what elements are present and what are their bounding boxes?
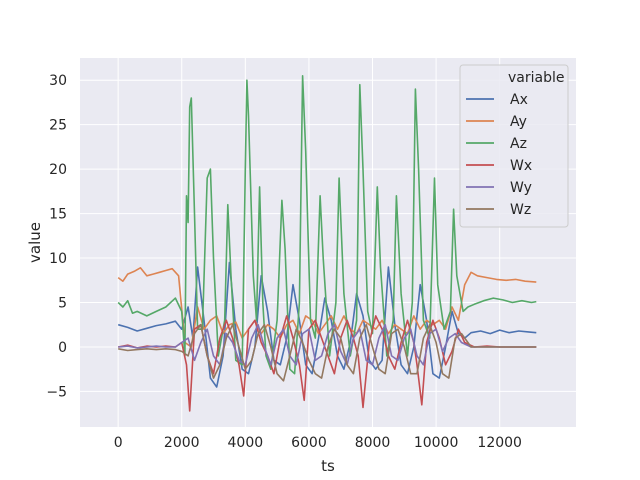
y-tick-label: 10 [49,251,67,267]
legend-label-wy: Wy [510,180,532,196]
y-tick-label: 25 [49,118,67,134]
y-tick-label: 15 [49,207,67,223]
x-axis-label: ts [321,457,335,475]
y-tick-label: −5 [46,384,67,400]
x-tick-label: 2000 [164,435,200,451]
series-lines [117,75,537,412]
x-tick-label: 4000 [228,435,264,451]
legend-title: variable [508,70,564,86]
x-tick-label: 12000 [477,435,522,451]
legend-label-wz: Wz [510,202,531,218]
y-axis-label: value [26,222,44,263]
series-line-wz [118,323,537,382]
legend-label-ax: Ax [510,92,528,108]
x-tick-label: 10000 [414,435,459,451]
x-axis-ticks: 0 2000 4000 6000 8000 10000 12000 [114,435,522,451]
x-tick-label: 8000 [355,435,391,451]
y-tick-label: 30 [49,73,67,89]
series-line-wy [118,323,537,366]
legend-label-wx: Wx [510,158,532,174]
legend-label-az: Az [510,136,527,152]
x-tick-label: 6000 [291,435,327,451]
y-tick-label: 20 [49,162,67,178]
legend-label-ay: Ay [510,114,527,130]
legend: variable Ax Ay Az Wx Wy Wz [459,64,569,228]
series-line-az [117,75,537,375]
x-tick-label: 0 [114,435,123,451]
y-tick-label: 0 [58,340,67,356]
y-axis-ticks: −5 0 5 10 15 20 25 30 [46,73,67,400]
y-tick-label: 5 [58,296,67,312]
series-line-ax [117,261,537,388]
